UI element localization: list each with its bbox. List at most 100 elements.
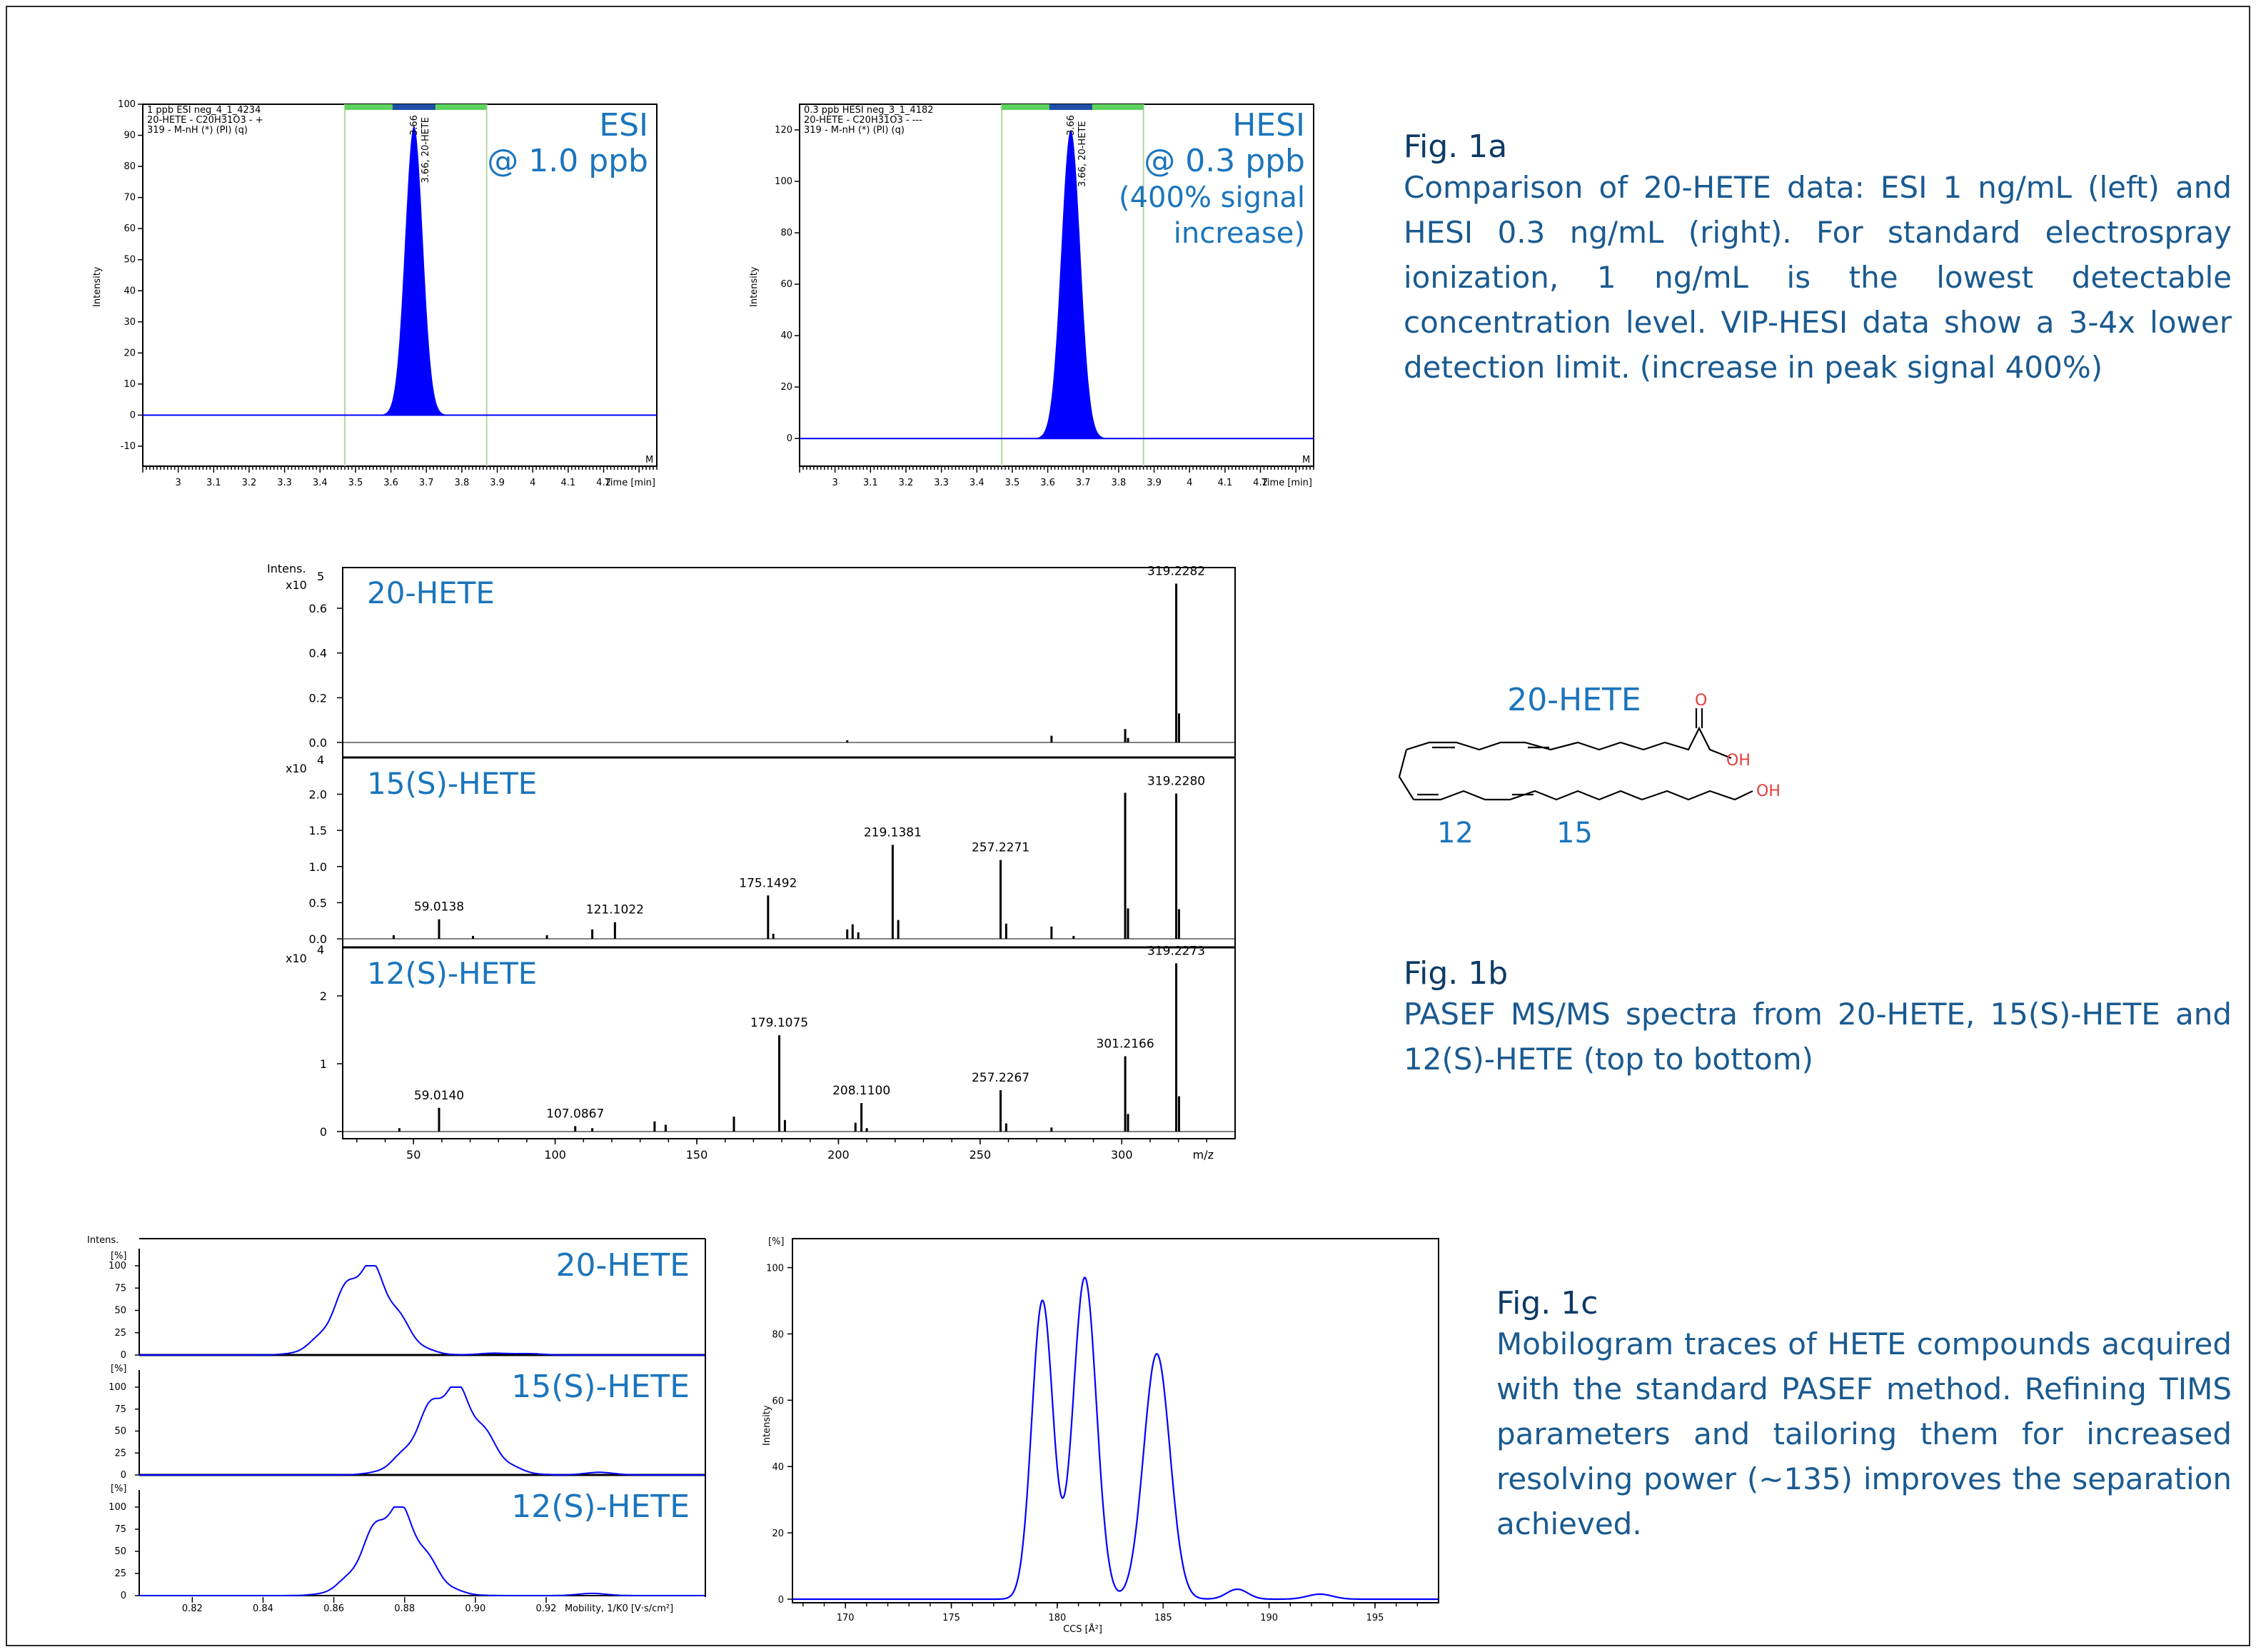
mobil-ytick-label: 100 (109, 1502, 126, 1513)
ccs-ytick-label: 20 (772, 1528, 784, 1539)
mobil-xlabel: Mobility, 1/K0 [V·s/cm²] (565, 1603, 673, 1614)
ccs-xtick-label: 190 (1260, 1613, 1278, 1623)
hesi-xtick-label: 3.2 (899, 478, 914, 488)
spectra-ytick-label: 0.0 (309, 932, 327, 946)
esi-ytick-label: -10 (121, 441, 136, 452)
spectra-ytick-label: 0.5 (309, 896, 327, 910)
spectra-ytick-label: 0.0 (309, 736, 327, 750)
mobil-ytick-label: 75 (114, 1283, 126, 1294)
spectra-ytick-label: 0 (320, 1125, 327, 1139)
mobil-trace (139, 1265, 705, 1356)
alcohol-oh-label: OH (1756, 782, 1781, 800)
ccs-trace: 0 20 40 60 80 100 [%] Intensity 170 175 180 185 190 1… (762, 1237, 1439, 1635)
spectra-ytick-label: 1.0 (309, 860, 327, 874)
esi-ytick-label: 40 (124, 286, 136, 296)
spectra-peak-label: 208.1100 (832, 1084, 890, 1098)
esi-header-line: 20-HETE - C20H31O3 - + (147, 115, 263, 126)
spectra-peak-label: 175.1492 (739, 876, 797, 890)
mobilograms: Intens. [%] 0 25 50 75 100 20-HETE [%] 0 25 50 75 100… (87, 1235, 706, 1614)
mobil-xtick-label: 0.90 (465, 1603, 485, 1614)
mobil-ytick-label: 25 (114, 1568, 126, 1579)
ccs-yunit: [%] (768, 1237, 785, 1247)
esi-xtick-label: 4.2 (596, 478, 611, 488)
mobil-series-name: 20-HETE (556, 1247, 690, 1284)
hesi-corner-label: M (1302, 455, 1310, 465)
spectra-frame (342, 567, 1236, 1139)
esi-xtick-label: 3.6 (383, 478, 398, 488)
esi-header-line: 1 ppb ESI neg_4_1_4234 (147, 105, 261, 116)
spectra-exponent-label: x10 (286, 952, 307, 965)
mobil-ytick-label: 25 (114, 1328, 126, 1339)
mobil-yunit: [%] (111, 1364, 127, 1374)
spectra-peak-label: 121.1022 (586, 903, 644, 917)
hesi-xtick-label: 3.4 (970, 478, 985, 488)
esi-peak-annot: 3.66, 20-HETE (421, 117, 431, 183)
spectra-peak-label: 301.2166 (1097, 1037, 1154, 1052)
hesi-xlabel: Time [min] (1261, 478, 1312, 488)
hesi-header-line: 20-HETE - C20H31O3 - --- (804, 115, 922, 126)
mobil-ytick-label: 0 (121, 1350, 126, 1361)
hesi-xtick-label: 3.6 (1040, 478, 1055, 488)
hesi-ytick-label: 0 (787, 433, 792, 444)
spectra-peak-label: 179.1075 (750, 1016, 808, 1030)
spectra-peak-label: 219.1381 (864, 825, 922, 840)
mobil-ytick-label: 25 (114, 1448, 126, 1459)
hesi-peak-annot: 3.66, 20-HETE (1077, 121, 1088, 187)
hesi-ytick-label: 60 (780, 279, 792, 290)
spectra-ytick-label: 0.2 (309, 691, 327, 705)
esi-ytick-label: 0 (130, 410, 136, 420)
hesi-ytick-label: 20 (780, 382, 792, 393)
caption-fig1a: Fig. 1a Comparison of 20-HETE data: ESI … (1404, 129, 2232, 390)
ccs-xtick-label: 185 (1154, 1613, 1172, 1623)
mobil-ytick-label: 50 (114, 1306, 126, 1316)
structure-name: 20-HETE (1507, 682, 1641, 718)
carbonyl-o-label: O (1695, 692, 1707, 710)
mobil-ytick-label: 50 (114, 1546, 126, 1557)
mobil-ytick-label: 100 (109, 1382, 126, 1393)
spectra-xtick-label: 300 (1111, 1148, 1133, 1162)
hesi-ytick-label: 80 (780, 228, 792, 238)
hesi-header-line: 319 - M-nH (*) (PI) (q) (804, 125, 905, 136)
hesi-xtick-label: 3.9 (1147, 478, 1162, 488)
spectra-exponent-label: x10 (286, 578, 307, 592)
hesi-overlay-text: (400% signal (1119, 181, 1305, 214)
ccs-xtick-label: 180 (1048, 1613, 1066, 1623)
caption-fig1c-text: Mobilogram traces of HETE compounds acqu… (1496, 1326, 2232, 1541)
position-12-label: 12 (1437, 817, 1474, 850)
ccs-ytick-label: 60 (772, 1396, 784, 1406)
chromatogram-hesi: 3.66 3.66, 20-HETE 0 20 40 60 80 100 120 3 3.1 3.2 3… (749, 104, 1314, 488)
mobil-ylabel: Intens. (87, 1235, 119, 1246)
ccs-ytick-label: 0 (778, 1595, 784, 1606)
spectra-peak-label: 59.0140 (414, 1089, 464, 1103)
hesi-xtick-label: 3.8 (1112, 478, 1127, 488)
esi-ytick-label: 90 (124, 131, 136, 141)
esi-xtick-label: 3.9 (490, 478, 505, 488)
spectra-peak-label: 319.2280 (1147, 774, 1205, 788)
chromatogram-esi: 3.66 3.66, 20-HETE -10 0 10 20 30 40 50 60 70 80 90 1… (92, 99, 658, 488)
mobil-xtick-label: 0.88 (394, 1603, 415, 1614)
esi-xtick-label: 3.2 (242, 478, 257, 488)
spectra-exponent-power: 5 (317, 570, 324, 583)
spectra-ytick-label: 0.4 (309, 647, 327, 660)
ccs-xlabel: CCS [Å²] (1063, 1623, 1102, 1635)
esi-header-line: 319 - M-nH (*) (PI) (q) (147, 125, 248, 136)
ccs-xtick-label: 175 (942, 1613, 960, 1623)
spectra-ytick-label: 1 (320, 1057, 327, 1071)
figure-frame (6, 6, 2250, 1646)
spectra-xtick-label: 250 (970, 1148, 992, 1162)
mobil-yunit: [%] (111, 1251, 127, 1261)
hesi-xtick-label: 4 (1187, 478, 1192, 488)
esi-xlabel: Time [min] (604, 478, 655, 488)
esi-xtick-label: 3.3 (277, 478, 292, 488)
caption-fig1a-text: Comparison of 20-HETE data: ESI 1 ng/mL … (1404, 170, 2232, 385)
position-15-label: 15 (1556, 817, 1593, 850)
esi-ytick-label: 60 (124, 223, 136, 234)
mobil-series-name: 15(S)-HETE (511, 1369, 690, 1405)
esi-peak-label: 3.66 (409, 115, 420, 136)
mobil-ytick-label: 100 (109, 1261, 126, 1271)
spectra-peak-label: 319.2273 (1147, 944, 1205, 958)
spectra-xtick-label: 50 (406, 1148, 421, 1162)
hesi-ytick-label: 100 (775, 176, 792, 187)
esi-ytick-label: 100 (118, 99, 136, 110)
spectra-exponent-power: 4 (317, 943, 324, 957)
